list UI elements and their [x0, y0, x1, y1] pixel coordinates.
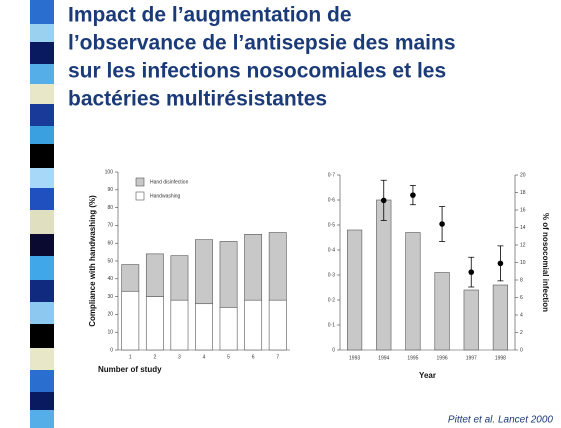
bar	[463, 289, 479, 351]
bar-segment	[268, 299, 287, 351]
y2-tick-label: 8	[520, 277, 523, 283]
bar	[492, 284, 509, 351]
bar-segment	[145, 296, 164, 351]
x-tick-label: 5	[227, 354, 230, 360]
point	[497, 260, 504, 267]
slide-title: bactéries multirésistantes	[68, 88, 327, 111]
y-tick-label: 10	[107, 330, 113, 336]
bar-segment	[244, 299, 263, 351]
x-tick-label: 7	[276, 354, 279, 360]
point	[439, 221, 445, 227]
y2-tick-label: 0	[520, 347, 523, 353]
y-tick-label: 0·1	[328, 322, 335, 328]
x-axis-label: Year	[419, 371, 436, 380]
y-tick-label: 0	[110, 347, 113, 353]
x-tick-label: 6	[252, 354, 255, 360]
bar	[405, 232, 421, 351]
y-tick-label: 60	[107, 241, 113, 247]
y-axis-label: Compliance with handwashing (%)	[88, 195, 97, 327]
x-tick-label: 3	[178, 354, 181, 360]
y-tick-label: 0·7	[328, 172, 335, 178]
y-tick-label: 30	[107, 294, 113, 300]
legend-swatch	[135, 191, 145, 201]
slide-title: l’observance de l’antisepsie des mains	[68, 32, 456, 55]
x-tick-label: 1998	[495, 355, 506, 361]
bar	[376, 199, 392, 351]
y-tick-label: 0	[332, 347, 335, 353]
y-tick-label: 0·3	[328, 272, 335, 278]
bar	[434, 272, 450, 351]
bar-segment	[145, 253, 164, 297]
bar-segment	[195, 303, 213, 351]
x-axis-label: Number of study	[98, 365, 162, 374]
bar-segment	[121, 290, 140, 351]
y2-tick-label: 14	[520, 225, 526, 231]
y-tick-label: 20	[107, 312, 113, 318]
x-tick-label: 1996	[437, 355, 448, 361]
x-tick-label: 2	[153, 354, 156, 360]
y2-tick-label: 16	[520, 207, 526, 213]
slide-title: Impact de l’augmentation de	[68, 4, 352, 27]
bar-segment	[219, 306, 238, 351]
bar-segment	[219, 241, 238, 308]
citation: Pittet et al. Lancet 2000	[448, 415, 554, 426]
point	[380, 197, 387, 204]
y-tick-label: 0·2	[328, 297, 335, 303]
x-tick-label: 4	[203, 354, 206, 360]
y2-axis-label: % of nosocomial infection	[541, 213, 550, 312]
slide-title: sur les infections nosocomiales et les	[68, 60, 446, 83]
bar-segment	[244, 234, 263, 301]
y2-tick-label: 2	[520, 330, 523, 336]
bar	[346, 229, 363, 351]
y2-tick-label: 20	[520, 172, 526, 178]
x-tick-label: 1997	[466, 355, 477, 361]
legend-label: Handwashing	[150, 193, 181, 199]
x-tick-label: 1	[129, 354, 132, 360]
y2-tick-label: 12	[520, 242, 526, 248]
y-tick-label: 0·5	[328, 222, 335, 228]
y2-tick-label: 10	[520, 260, 526, 266]
bar-segment	[170, 299, 189, 351]
y-tick-label: 0·4	[328, 247, 335, 253]
bar-segment	[121, 264, 140, 292]
y-tick-label: 50	[107, 258, 113, 264]
y-tick-label: 40	[107, 276, 113, 282]
decorative-stripe	[30, 0, 54, 428]
x-tick-label: 1994	[378, 355, 389, 361]
y-tick-label: 70	[107, 223, 113, 229]
y2-tick-label: 4	[520, 312, 523, 318]
y-tick-label: 90	[107, 187, 113, 193]
point	[468, 269, 475, 275]
bar-segment	[195, 239, 213, 305]
y-tick-label: 80	[107, 205, 113, 211]
legend-swatch	[135, 177, 145, 187]
x-tick-label: 1995	[407, 355, 418, 361]
y2-tick-label: 18	[520, 190, 526, 196]
y-tick-label: 100	[105, 169, 114, 175]
y2-tick-label: 6	[520, 295, 523, 301]
point	[410, 192, 416, 198]
bar-segment	[268, 232, 287, 301]
legend-label: Hand disinfection	[150, 179, 189, 185]
bar-segment	[170, 255, 189, 301]
x-tick-label: 1993	[349, 355, 360, 361]
y-tick-label: 0·6	[328, 197, 335, 203]
